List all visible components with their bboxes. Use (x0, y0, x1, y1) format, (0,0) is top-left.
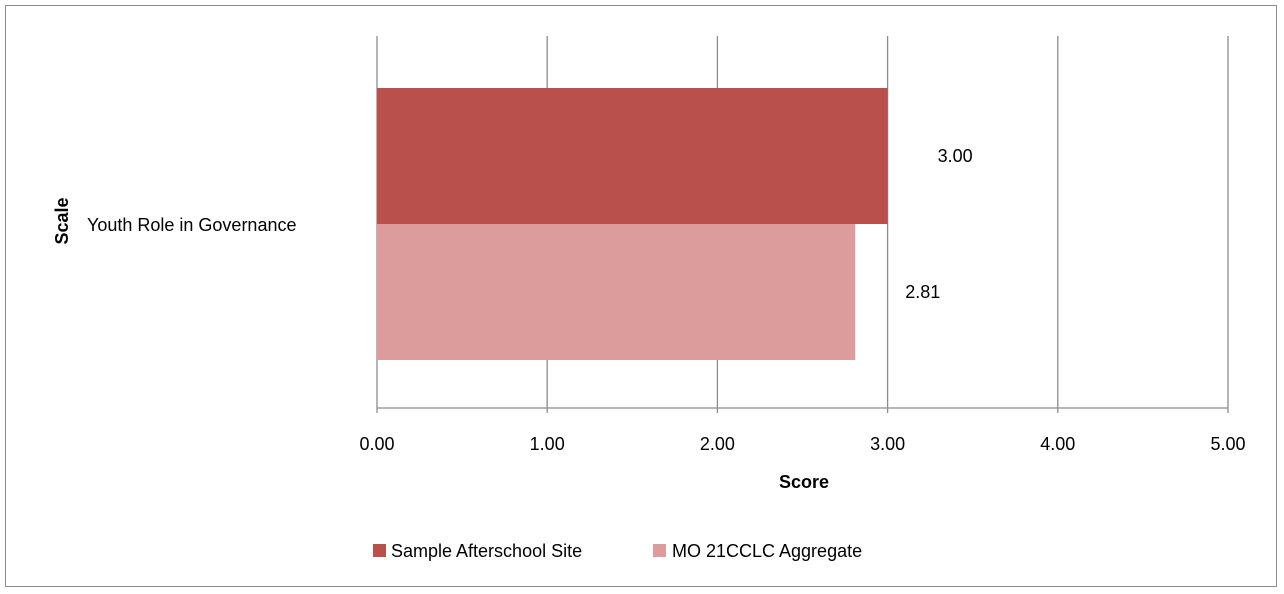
x-tick-labels: 0.00 1.00 2.00 3.00 4.00 5.00 (359, 434, 1245, 454)
x-tick-label-5: 5.00 (1210, 434, 1245, 454)
x-tick-label-2: 2.00 (700, 434, 735, 454)
x-tick-label-3: 3.00 (870, 434, 905, 454)
category-labels: Youth Role in Governance (87, 215, 296, 235)
legend-swatch-mo-21cclc-aggregate (653, 544, 666, 557)
x-axis (376, 407, 1229, 413)
y-axis-title: Scale (52, 197, 72, 244)
data-labels: 3.00 2.81 (905, 146, 972, 302)
bar-mo-21cclc-aggregate (377, 224, 856, 360)
data-label-sample-afterschool-site: 3.00 (938, 146, 973, 166)
legend-swatch-sample-afterschool-site (373, 544, 386, 557)
category-label: Youth Role in Governance (87, 215, 296, 235)
x-axis-title: Score (779, 472, 829, 492)
x-tick-label-0: 0.00 (359, 434, 394, 454)
legend-label-sample-afterschool-site: Sample Afterschool Site (391, 541, 582, 561)
bar-sample-afterschool-site (377, 88, 888, 224)
bars (377, 88, 888, 360)
data-label-mo-21cclc-aggregate: 2.81 (905, 282, 940, 302)
legend-label-mo-21cclc-aggregate: MO 21CCLC Aggregate (672, 541, 862, 561)
x-tick-label-1: 1.00 (530, 434, 565, 454)
x-tick-label-4: 4.00 (1040, 434, 1075, 454)
legend: Sample Afterschool Site MO 21CCLC Aggrega… (373, 541, 862, 561)
